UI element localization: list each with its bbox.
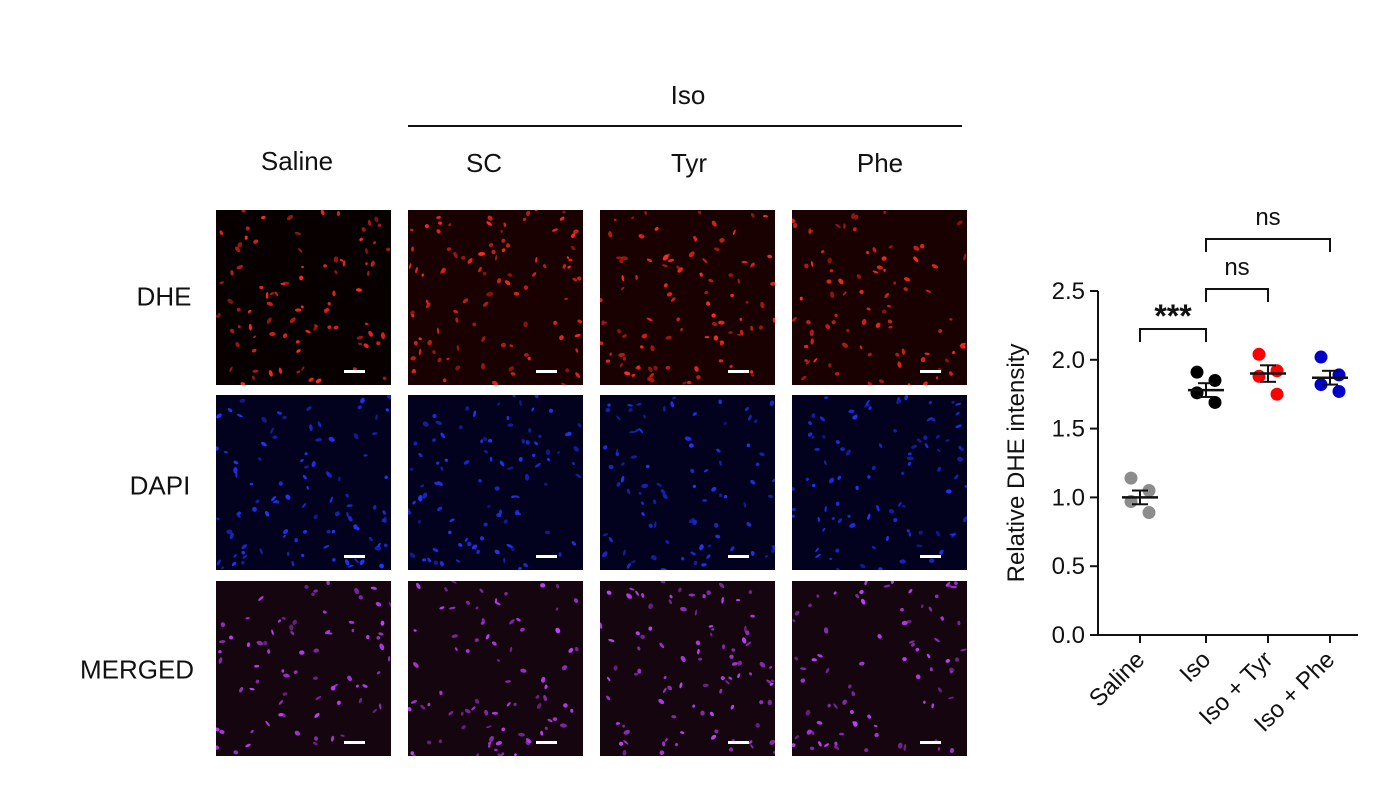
micrograph-dhe-phe xyxy=(792,210,967,385)
scale-bar xyxy=(344,555,365,558)
significance-label: ns xyxy=(1224,254,1249,281)
data-point xyxy=(1208,373,1222,387)
header-group-label: Iso xyxy=(670,80,706,110)
significance-bracket xyxy=(1205,288,1269,302)
micrograph-dhe-tyr xyxy=(600,210,775,385)
micrograph-dhe-sc xyxy=(408,210,583,385)
data-point xyxy=(1142,506,1156,520)
scale-bar xyxy=(920,555,941,558)
scale-bar xyxy=(344,370,365,373)
row-label-dapi: DAPI xyxy=(129,470,191,501)
y-tick-label: 2.5 xyxy=(1052,278,1085,305)
scale-bar xyxy=(344,741,365,744)
micrograph-merged-phe xyxy=(792,581,967,756)
scale-bar xyxy=(536,555,557,558)
data-point xyxy=(1314,350,1328,364)
column-label-sc: SC xyxy=(465,148,503,178)
significance-label: ns xyxy=(1255,204,1280,231)
significance-bracket xyxy=(1139,328,1207,342)
data-point xyxy=(1208,395,1222,409)
significance-label: *** xyxy=(1154,298,1192,334)
y-axis-title: Relative DHE intensity xyxy=(1003,344,1030,583)
micrograph-dapi-saline xyxy=(216,395,391,570)
y-tick-label: 1.5 xyxy=(1052,416,1085,443)
scale-bar xyxy=(728,370,749,373)
data-point xyxy=(1142,484,1156,498)
micrograph-merged-tyr xyxy=(600,581,775,756)
data-point xyxy=(1252,347,1266,361)
data-point xyxy=(1190,365,1204,379)
micrograph-merged-sc xyxy=(408,581,583,756)
significance-bracket xyxy=(1205,238,1331,252)
micrograph-dapi-phe xyxy=(792,395,967,570)
x-tick-label: Iso xyxy=(1175,646,1217,688)
scale-bar xyxy=(920,741,941,744)
header-group-line xyxy=(408,125,962,127)
micrograph-merged-saline xyxy=(216,581,391,756)
y-tick-label: 0.5 xyxy=(1052,553,1085,580)
column-label-saline: Saline xyxy=(260,146,334,176)
scale-bar xyxy=(536,370,557,373)
column-label-tyr: Tyr xyxy=(670,148,708,178)
x-tick-label: Saline xyxy=(1084,646,1150,712)
data-point xyxy=(1270,387,1284,401)
data-point xyxy=(1124,471,1138,485)
scale-bar xyxy=(728,555,749,558)
row-label-merged: MERGED xyxy=(79,654,195,685)
y-tick-label: 1.0 xyxy=(1052,484,1085,511)
y-tick-label: 0.0 xyxy=(1052,622,1085,649)
scale-bar xyxy=(536,741,557,744)
row-label-dhe: DHE xyxy=(136,281,192,312)
data-point xyxy=(1314,378,1328,392)
data-point xyxy=(1332,384,1346,398)
scale-bar xyxy=(920,370,941,373)
micrograph-dhe-saline xyxy=(216,210,391,385)
scale-bar xyxy=(728,741,749,744)
micrograph-dapi-sc xyxy=(408,395,583,570)
y-tick-label: 2.0 xyxy=(1052,347,1085,374)
micrograph-dapi-tyr xyxy=(600,395,775,570)
column-label-phe: Phe xyxy=(856,148,904,178)
